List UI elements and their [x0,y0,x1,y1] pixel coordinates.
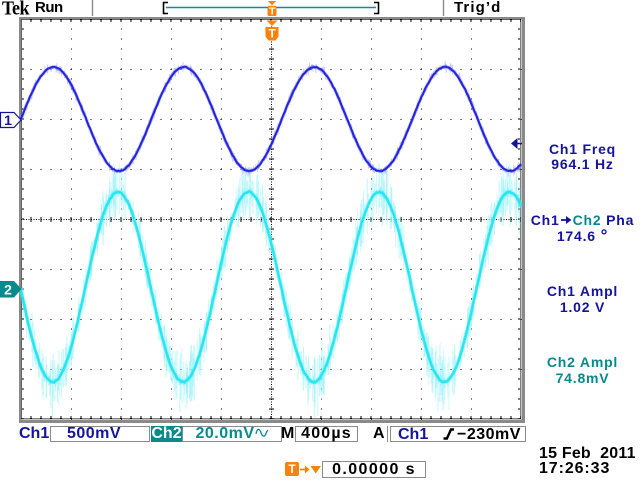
svg-text:1: 1 [4,112,12,128]
svg-text:T: T [269,27,277,41]
svg-text:2: 2 [4,282,12,298]
svg-text:T: T [269,6,276,18]
